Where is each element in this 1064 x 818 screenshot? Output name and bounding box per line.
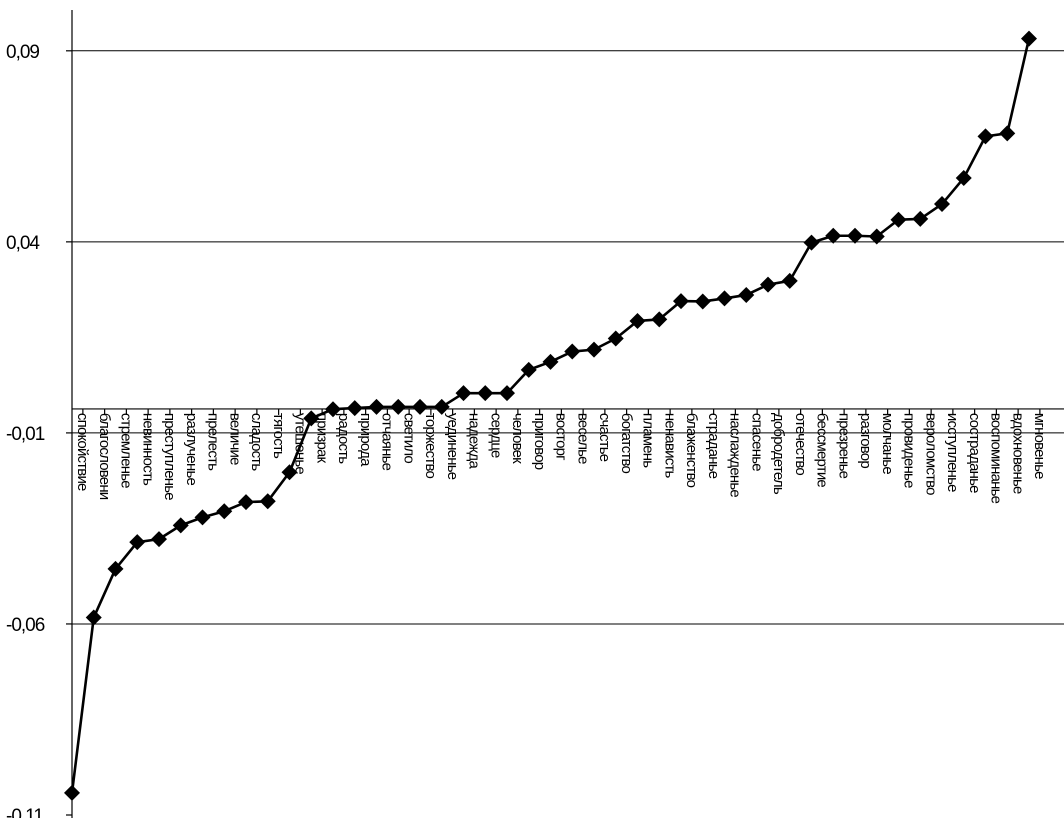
data-point-marker [955, 170, 972, 187]
category-label: добродетель [770, 413, 787, 495]
data-point-marker [564, 343, 581, 360]
data-point-marker [85, 609, 102, 626]
category-label: невинность [139, 413, 156, 486]
data-point-marker [825, 227, 842, 244]
data-point-marker [629, 312, 646, 329]
data-point-marker [129, 534, 146, 551]
data-point-marker [781, 272, 798, 289]
y-tick-label: 0,04 [6, 233, 40, 254]
category-label: исступленье [944, 413, 961, 492]
category-label: благословени [96, 413, 113, 500]
category-label: стремленье [118, 413, 135, 488]
data-point-marker [412, 398, 428, 415]
category-label: вероломство [922, 413, 939, 495]
category-label: светило [400, 413, 417, 464]
category-label: счастье [596, 413, 613, 462]
data-point-marker [259, 493, 276, 510]
category-label: приговор [531, 413, 548, 470]
data-point-marker [390, 398, 407, 415]
category-label: преступленье [161, 413, 178, 500]
data-point-marker [368, 398, 385, 415]
data-point-marker [673, 293, 689, 310]
category-label: сладость [248, 413, 265, 471]
data-point-marker [738, 286, 755, 303]
data-point-marker [281, 464, 298, 481]
category-label: молчанье [879, 413, 896, 474]
category-label: восторг [553, 413, 570, 461]
data-point-marker [586, 341, 602, 358]
category-label: величие [226, 413, 243, 465]
category-label: провиденье [901, 413, 918, 488]
category-label: прелесть [205, 413, 222, 471]
category-label: ненависть [661, 413, 678, 479]
data-point-marker [912, 210, 929, 227]
data-series [64, 30, 1037, 801]
category-label: человек [509, 413, 526, 464]
category-label: спокойствие [74, 413, 91, 491]
data-point-marker [868, 228, 885, 245]
category-label: разговор [857, 413, 874, 468]
category-label: состраданье [966, 413, 983, 493]
category-label: веселье [574, 413, 591, 464]
category-label: природа [357, 413, 374, 467]
y-tick-label: 0,09 [6, 42, 39, 63]
data-point-marker [934, 196, 950, 213]
category-label: пламень [640, 413, 657, 468]
category-label: разлученье [183, 413, 200, 486]
data-point-marker [107, 560, 124, 577]
category-label: торжество [422, 413, 439, 479]
data-point-marker [433, 398, 450, 415]
data-point-marker [499, 385, 515, 402]
y-tick-label: -0,06 [6, 615, 45, 636]
category-label: страданье [705, 413, 722, 479]
category-label: отечество [792, 413, 809, 475]
category-label: воспоминанье [988, 413, 1005, 504]
category-label: призрак [313, 413, 330, 464]
category-label: уединенье [444, 413, 461, 480]
data-point-marker [216, 503, 233, 520]
data-point-marker [977, 128, 994, 145]
data-point-marker [847, 227, 863, 244]
data-point-marker [542, 353, 559, 370]
y-axis-tick-labels: -0,11 -0,06 -0,01 0,04 0,09 [6, 42, 46, 818]
data-point-marker [520, 361, 537, 378]
y-tick-label: -0,11 [6, 806, 43, 818]
data-point-marker [760, 276, 776, 293]
category-label: радость [335, 413, 352, 464]
category-label: блаженство [683, 413, 700, 488]
category-label: тягость [270, 413, 287, 459]
data-point-marker [607, 330, 624, 347]
data-point-marker [455, 385, 472, 402]
data-point-marker [238, 494, 254, 511]
y-tick-label: -0,01 [6, 424, 45, 445]
data-point-marker [803, 234, 820, 251]
category-label: бессмертие [814, 413, 831, 487]
data-point-marker [694, 293, 711, 310]
category-label: спасенье [748, 413, 765, 471]
category-label: сердце [487, 413, 504, 458]
data-point-marker [346, 400, 363, 417]
data-point-marker [651, 311, 668, 328]
data-point-marker [890, 211, 907, 228]
data-point-marker [325, 401, 341, 418]
data-point-marker [1021, 30, 1037, 47]
category-label: надежда [466, 413, 483, 470]
data-point-marker [194, 509, 211, 526]
data-point-marker [716, 290, 733, 307]
category-label: наслажденье [727, 413, 744, 497]
category-label: отчаянье [379, 413, 396, 471]
category-label: презренье [835, 413, 852, 479]
x-category-labels: спокойствие благословени стремленье невинно… [74, 413, 1048, 504]
data-point-marker [303, 410, 320, 427]
category-label: мгновенье [1031, 413, 1048, 479]
gridlines [72, 50, 1064, 625]
category-label: богатство [618, 413, 635, 474]
data-point-marker [151, 531, 167, 548]
data-point-marker [999, 125, 1016, 142]
data-point-marker [172, 517, 189, 534]
data-point-marker [64, 784, 80, 801]
category-label: вдохновенье [1009, 413, 1026, 494]
data-point-marker [477, 385, 494, 402]
